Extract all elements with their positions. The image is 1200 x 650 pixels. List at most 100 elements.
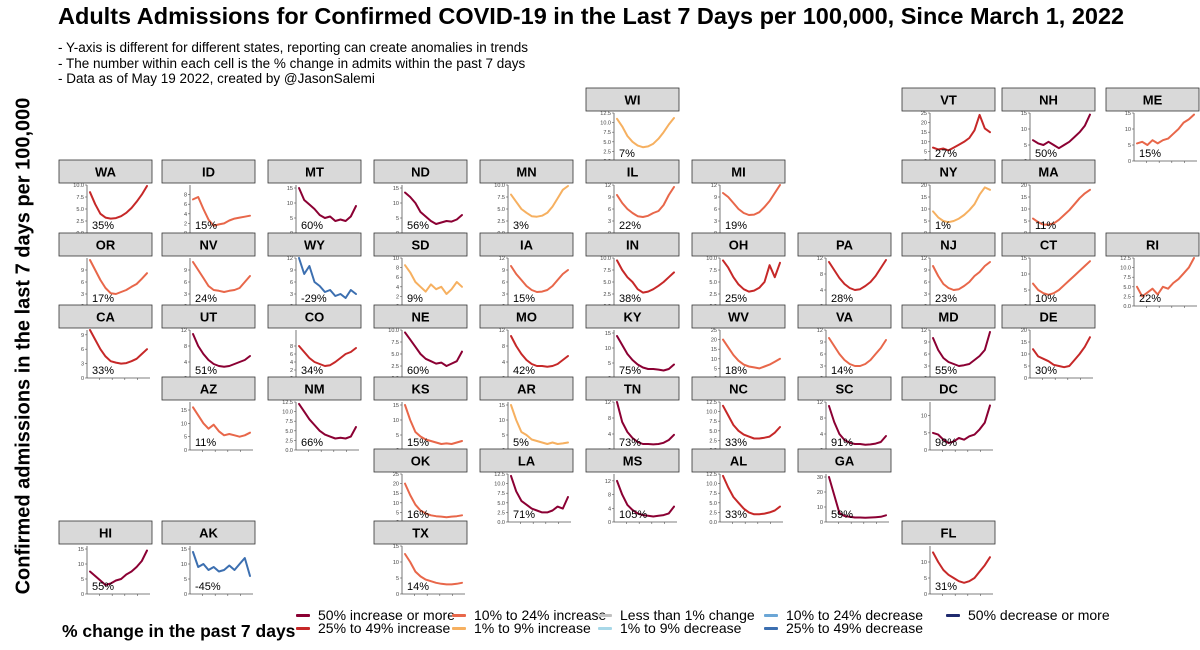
state-panel-sd: SD02468109% xyxy=(373,232,468,310)
y-tick-label: 5 xyxy=(924,149,927,155)
y-tick-label: 7.5 xyxy=(709,491,717,497)
legend-item: 1% to 9% increase xyxy=(452,620,591,636)
note-line: - The number within each cell is the % c… xyxy=(58,55,526,71)
series-line xyxy=(828,259,887,291)
y-tick-label: 10.0 xyxy=(706,410,717,416)
y-tick-label: 4 xyxy=(608,506,611,512)
state-label: DC xyxy=(939,382,958,397)
state-panel-az: AZ 0 5 10 15 11% xyxy=(161,376,256,454)
pct-change-label: 25% xyxy=(725,293,747,305)
legend-swatch xyxy=(296,626,310,630)
series-line xyxy=(932,551,991,584)
y-tick-label: 20 xyxy=(1021,183,1027,189)
pct-change-label: 23% xyxy=(935,293,957,305)
panel-strip xyxy=(161,520,256,545)
pct-change-label: 56% xyxy=(407,220,429,232)
panel-strip xyxy=(267,232,362,257)
y-tick-label: 10 xyxy=(499,418,505,424)
state-panel-mn: MN0.02.55.07.510.03% xyxy=(479,159,574,237)
series-line xyxy=(932,113,991,152)
y-tick-label: 0 xyxy=(924,448,927,454)
state-panel-co: CO0246834% xyxy=(267,304,362,382)
state-label: TX xyxy=(412,526,429,541)
series-line xyxy=(510,185,569,218)
state-label: NV xyxy=(199,238,217,253)
panel-strip xyxy=(161,376,256,401)
legend-item: 1% to 9% decrease xyxy=(598,620,741,636)
y-tick-label: 10 xyxy=(287,201,293,207)
panel-strip xyxy=(797,448,892,473)
y-tick-label: 12 xyxy=(921,256,927,262)
state-label: RI xyxy=(1146,238,1159,253)
y-tick-label: 6 xyxy=(820,352,823,358)
panel-strip xyxy=(58,159,153,184)
y-tick-label: 12 xyxy=(605,183,611,189)
y-tick-label: 10.0 xyxy=(282,410,293,416)
state-panel-id: ID0246815% xyxy=(161,159,256,237)
y-tick-label: 15 xyxy=(921,130,927,136)
y-tick-label: 7.5 xyxy=(497,195,505,201)
y-tick-label: 2.5 xyxy=(709,438,717,444)
y-tick-label: 8 xyxy=(184,193,187,199)
y-tick-label: 20 xyxy=(393,482,399,488)
y-tick-label: 3 xyxy=(924,292,927,298)
state-panel-nd: ND05101556% xyxy=(373,159,468,237)
panel-strip xyxy=(58,304,153,329)
series-line xyxy=(1032,260,1091,296)
pct-change-label: 33% xyxy=(725,437,747,449)
panel-strip xyxy=(479,159,574,184)
y-tick-label: 3 xyxy=(502,292,505,298)
panel-strip xyxy=(797,304,892,329)
panel-strip xyxy=(901,87,996,112)
panel-strip xyxy=(1105,87,1200,112)
y-tick-label: 2 xyxy=(396,294,399,300)
y-tick-label: 10 xyxy=(78,562,84,568)
y-tick-label: 8 xyxy=(820,272,823,278)
state-panel-in: IN0.02.55.07.510.038% xyxy=(585,232,680,310)
state-panel-fl: FL 0 5 10 31% xyxy=(901,520,996,598)
panel-strip xyxy=(267,304,362,329)
y-tick-label: 0 xyxy=(924,592,927,598)
y-tick-label: 2.5 xyxy=(1123,294,1131,300)
state-panel-ct: CT05101510% xyxy=(1001,232,1096,310)
state-label: WV xyxy=(728,310,749,325)
y-tick-label: 2.5 xyxy=(391,364,399,370)
chart-title: Adults Admissions for Confirmed COVID-19… xyxy=(58,3,1125,29)
state-label: OR xyxy=(96,238,116,253)
y-tick-label: 20 xyxy=(921,183,927,189)
pct-change-label: 98% xyxy=(935,437,957,449)
y-tick-label: 9 xyxy=(924,268,927,274)
pct-change-label: 14% xyxy=(831,365,853,377)
series-line xyxy=(89,185,148,220)
y-tick-label: 0 xyxy=(184,592,187,598)
series-line xyxy=(932,404,991,445)
y-tick-label: 10 xyxy=(181,421,187,427)
series-line xyxy=(89,259,148,295)
y-tick-label: 4 xyxy=(184,360,187,366)
legend-item: Less than 1% change xyxy=(598,607,755,623)
y-tick-label: 10.0 xyxy=(600,256,611,262)
y-tick-label: 6 xyxy=(184,280,187,286)
pct-change-label: -29% xyxy=(301,293,327,305)
pct-change-label: 11% xyxy=(195,437,216,449)
y-tick-label: 9 xyxy=(608,195,611,201)
y-tick-label: 9 xyxy=(714,195,717,201)
state-label: KS xyxy=(411,382,429,397)
series-line xyxy=(192,261,251,293)
panel-strip xyxy=(1001,304,1096,329)
state-label: NJ xyxy=(940,238,957,253)
y-tick-label: 2.5 xyxy=(603,292,611,298)
state-panel-sc: SC0481291% xyxy=(797,376,892,454)
pct-change-label: 42% xyxy=(513,365,535,377)
state-label: AZ xyxy=(200,382,217,397)
y-tick-label: 15 xyxy=(1021,256,1027,262)
state-panel-ne: NE0.02.55.07.510.060% xyxy=(373,304,468,382)
pct-change-label: 16% xyxy=(407,509,429,521)
series-line xyxy=(1136,257,1195,298)
state-panel-ia: IA03691215% xyxy=(479,232,574,310)
y-tick-label: 20 xyxy=(817,490,823,496)
state-label: IL xyxy=(627,165,639,180)
panel-strip xyxy=(797,376,892,401)
series-line xyxy=(828,405,887,446)
